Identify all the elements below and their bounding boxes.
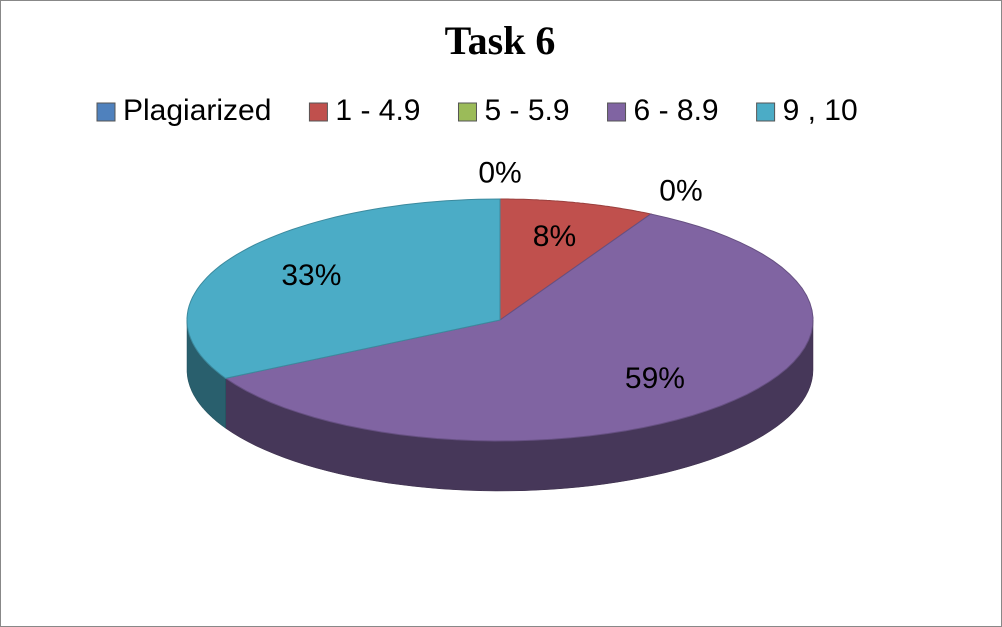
legend-swatch <box>607 102 627 122</box>
data-label: 59% <box>625 362 685 395</box>
pie-slice <box>224 213 814 442</box>
data-label: 33% <box>281 259 341 292</box>
data-label: 8% <box>533 220 576 253</box>
legend-swatch <box>457 102 477 122</box>
legend-swatch <box>308 102 328 122</box>
legend-swatch <box>96 102 116 122</box>
legend-label: 5 - 5.9 <box>484 94 569 127</box>
chart-title: Task 6 <box>445 18 556 63</box>
legend-label: 9 , 10 <box>783 94 858 127</box>
pie-slice <box>499 198 653 321</box>
data-label: 0% <box>478 157 521 190</box>
legend-swatch <box>756 102 776 122</box>
legend-label: 1 - 4.9 <box>335 94 420 127</box>
pie-slice <box>186 198 501 379</box>
data-label: 0% <box>659 175 702 208</box>
legend-label: Plagiarized <box>123 94 271 127</box>
legend-label: 6 - 8.9 <box>634 94 719 127</box>
